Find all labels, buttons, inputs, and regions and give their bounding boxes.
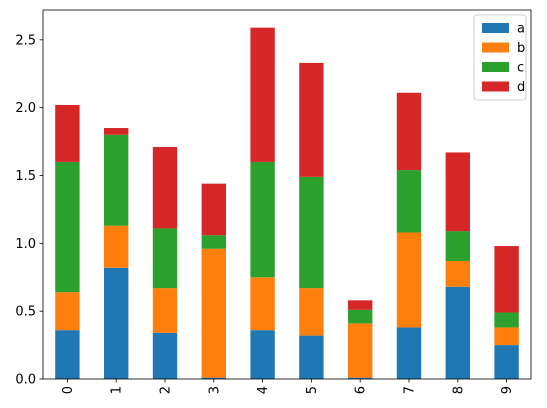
bar-d-2: [152, 147, 178, 229]
bar-c-3: [201, 235, 226, 249]
bar-c-0: [55, 161, 80, 293]
x-axis: 0 1 2 3 4 5 6 7 8 9: [61, 379, 515, 394]
bar-c-9: [494, 312, 519, 328]
bar-b-9: [494, 327, 519, 346]
bar-b-7: [396, 232, 422, 328]
y-tick-label: 1.5: [15, 169, 36, 184]
bar-c-6: [348, 309, 373, 324]
bar-a-9: [494, 345, 519, 379]
bar-c-8: [445, 231, 470, 261]
x-tick-label: 0: [61, 386, 76, 394]
x-tick-label: 3: [207, 386, 222, 394]
x-tick-label: 8: [451, 386, 466, 394]
y-tick-label: 0.0: [15, 373, 36, 388]
legend-box: [473, 14, 527, 101]
y-tick-label: 2.5: [15, 33, 36, 48]
bar-c-1: [104, 134, 129, 226]
x-tick-label: 1: [110, 386, 125, 394]
y-tick-label: 1.0: [15, 237, 36, 252]
bar-b-3: [201, 248, 226, 378]
bar-a-3: [201, 377, 226, 379]
bar-c-2: [152, 228, 178, 289]
legend-swatch-c: [482, 62, 509, 72]
legend-swatch-a: [482, 23, 509, 33]
x-tick-label: 4: [256, 386, 271, 394]
bar-a-5: [299, 335, 324, 379]
y-axis: 0.0 0.5 1.0 1.5 2.0 2.5: [15, 33, 43, 388]
x-tick-label: 5: [305, 386, 320, 394]
y-tick-label: 2.0: [15, 101, 36, 116]
bar-d-9: [494, 246, 519, 313]
bar-b-2: [152, 288, 178, 333]
x-tick-label: 6: [354, 386, 369, 394]
bar-b-5: [299, 288, 324, 336]
bar-d-5: [299, 62, 324, 177]
bar-d-3: [201, 183, 226, 236]
bar-a-6: [348, 377, 373, 379]
legend-label-d: d: [517, 80, 525, 95]
bar-d-1: [104, 128, 129, 135]
legend-label-a: a: [517, 22, 525, 37]
legend-label-c: c: [517, 61, 524, 76]
bar-c-7: [396, 170, 422, 233]
plot-frame: [42, 9, 532, 380]
bar-b-8: [445, 260, 470, 287]
bar-a-0: [55, 330, 80, 379]
bar-d-8: [445, 152, 470, 232]
bar-b-1: [104, 225, 129, 268]
legend-swatch-b: [482, 42, 509, 53]
bar-d-4: [250, 27, 275, 162]
bar-d-6: [348, 300, 373, 310]
legend-swatch-d: [482, 81, 509, 92]
bar-d-0: [55, 104, 80, 162]
bar-a-1: [104, 267, 129, 379]
bar-c-4: [250, 161, 275, 278]
y-tick-label: 0.5: [15, 305, 36, 320]
bar-a-8: [445, 286, 470, 379]
bar-a-2: [152, 332, 178, 379]
x-tick-label: 7: [403, 386, 418, 394]
bar-b-4: [250, 277, 275, 331]
x-tick-label: 9: [500, 386, 515, 394]
bar-b-6: [348, 323, 373, 378]
bars-group: [55, 27, 519, 379]
bar-d-7: [396, 92, 422, 171]
bar-a-4: [250, 330, 275, 379]
bar-a-7: [396, 327, 422, 379]
bar-b-0: [55, 292, 80, 331]
bar-c-5: [299, 176, 324, 289]
x-tick-label: 2: [159, 386, 174, 394]
legend-label-b: b: [517, 41, 525, 56]
